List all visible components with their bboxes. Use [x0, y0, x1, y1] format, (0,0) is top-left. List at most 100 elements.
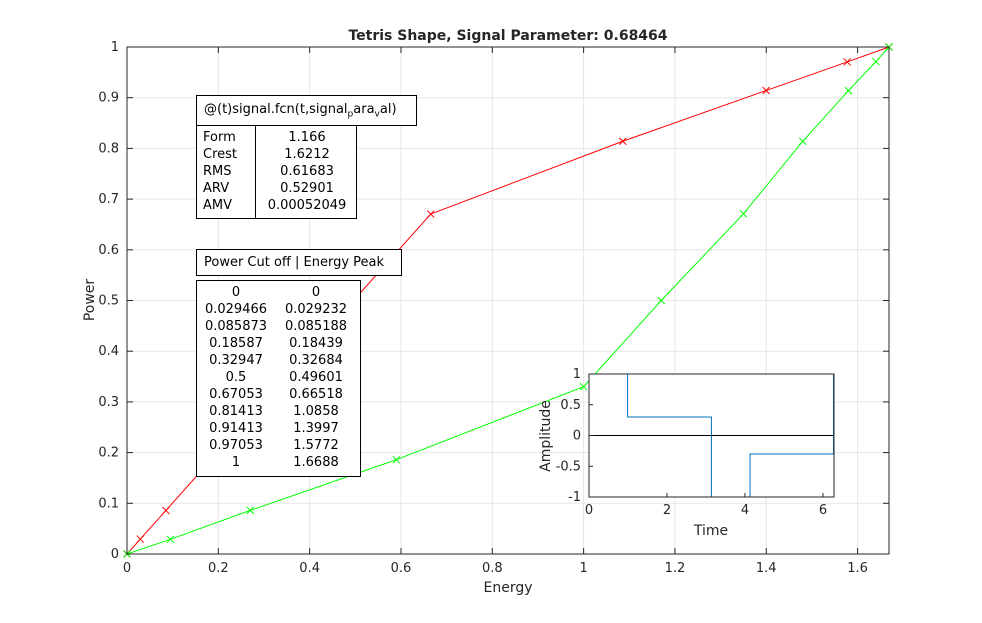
power-cutoff-value: 0.029466: [204, 302, 268, 317]
chart-title: Tetris Shape, Signal Parameter: 0.68464: [348, 28, 667, 44]
data-point-marker: [871, 57, 880, 66]
stats-label: ARV: [203, 181, 230, 196]
main-ticks: 0 0.2 0.4 0.6 0.8 1 1.2 1.4 1.600.10.20.30.40.50…: [98, 40, 889, 576]
power-cutoff-value: 0.085873: [204, 319, 268, 334]
power-cutoff-value: 0.32947: [209, 353, 263, 368]
x-tick-label: 0: [123, 561, 131, 576]
inset-x-tick-label: 2: [663, 503, 671, 518]
stats-label: Crest: [203, 147, 238, 162]
inset-y-tick-label: -0.5: [556, 459, 581, 474]
power-cutoff-value: 0.97053: [209, 438, 263, 453]
y-axis-label: Power: [82, 279, 98, 322]
cutoff-table: 0 0 0.029466 0.029232 0.085873 0.085188 0.1858…: [196, 280, 361, 477]
power-cutoff-value: 0: [231, 285, 241, 300]
cutoff-row: 0.81413 1.0858: [197, 403, 360, 420]
stats-value: 1.6212: [284, 147, 330, 162]
inset-y-tick-label: 1: [573, 367, 581, 382]
y-tick-label: 1: [111, 40, 119, 55]
data-point-marker: [579, 382, 588, 391]
stats-row-crest: Crest 1.6212: [197, 146, 356, 163]
data-point-marker: [392, 455, 401, 464]
stats-value: 0.00052049: [267, 198, 347, 213]
x-tick-label: 1.2: [665, 561, 686, 576]
stats-table: Form 1.166 Crest 1.6212 RMS 0.61683 ARV 0.52901…: [196, 125, 357, 219]
cutoff-table-title: Power Cut off | Energy Peak: [204, 255, 385, 270]
stats-label: AMV: [203, 198, 233, 213]
cutoff-row: 0.32947 0.32684: [197, 352, 360, 369]
power-cutoff-value: 0.91413: [209, 421, 263, 436]
stats-row-rms: RMS 0.61683: [197, 163, 356, 180]
inset-x-tick-label: 4: [741, 503, 749, 518]
y-tick-label: 0.8: [98, 141, 119, 156]
stats-table-header: @(t)signal.fcn(t,signalparaval): [196, 95, 417, 126]
x-tick-label: 0.2: [208, 561, 229, 576]
y-tick-label: 0.3: [98, 395, 119, 410]
stats-row-form: Form 1.166: [197, 129, 356, 146]
cutoff-row: 0.029466 0.029232: [197, 301, 360, 318]
y-tick-label: 0.9: [98, 91, 119, 106]
inset-axes: 0 2 4 6 -1 -0.5 0 0.5 1 Time Amplitude: [538, 367, 835, 539]
energy-peak-value: 0: [311, 285, 321, 300]
stats-value: 0.61683: [280, 164, 334, 179]
x-tick-label: 0.8: [482, 561, 503, 576]
y-tick-label: 0.1: [98, 496, 119, 511]
inset-y-tick-label: 0.5: [560, 398, 581, 413]
cutoff-row: 0.97053 1.5772: [197, 437, 360, 454]
power-cutoff-value: 0.81413: [209, 404, 263, 419]
stats-row-arv: ARV 0.52901: [197, 180, 356, 197]
inset-y-tick-label: -1: [568, 490, 581, 505]
cutoff-row: 0.5 0.49601: [197, 369, 360, 386]
data-point-marker: [739, 209, 748, 218]
x-tick-label: 0.4: [299, 561, 320, 576]
inset-x-tick-label: 6: [819, 503, 827, 518]
y-tick-label: 0: [111, 547, 119, 562]
data-point-marker: [762, 86, 770, 95]
data-point-marker: [162, 506, 170, 515]
data-point-marker: [844, 86, 853, 95]
stats-table-title: @(t)signal.fcn(t,signalparaval): [204, 102, 397, 120]
data-point-marker: [657, 296, 666, 305]
inset-y-axis-label: Amplitude: [538, 400, 554, 472]
stats-label: RMS: [203, 164, 232, 179]
inset-x-axis-label: Time: [693, 523, 728, 539]
energy-peak-value: 0.18439: [289, 336, 343, 351]
x-tick-label: 1: [579, 561, 587, 576]
stats-row-amv: AMV 0.00052049: [197, 197, 356, 214]
y-tick-label: 0.2: [98, 446, 119, 461]
cutoff-table-header: Power Cut off | Energy Peak: [196, 249, 402, 276]
energy-peak-value: 0.32684: [289, 353, 343, 368]
x-tick-label: 1.6: [847, 561, 868, 576]
data-point-marker: [798, 137, 807, 146]
data-point-marker: [246, 506, 255, 515]
inset-x-tick-label: 0: [585, 503, 593, 518]
energy-peak-value: 0.66518: [289, 387, 343, 402]
stats-table-divider: [255, 126, 256, 218]
inset-y-tick-label: 0: [573, 429, 581, 444]
data-point-marker: [618, 137, 627, 146]
power-cutoff-value: 0.18587: [209, 336, 263, 351]
stats-value: 0.52901: [280, 181, 334, 196]
cutoff-row: 1 1.6688: [197, 454, 360, 471]
energy-peak-value: 0.029232: [284, 302, 348, 317]
y-tick-label: 0.7: [98, 192, 119, 207]
power-cutoff-value: 0.5: [225, 370, 247, 385]
inset-ticks: 0 2 4 6 -1 -0.5 0 0.5 1: [556, 367, 827, 518]
energy-peak-value: 1.6688: [293, 455, 339, 470]
cutoff-row: 0.91413 1.3997: [197, 420, 360, 437]
x-tick-label: 1.4: [756, 561, 777, 576]
y-tick-label: 0.6: [98, 243, 119, 258]
stats-value: 1.166: [288, 130, 326, 145]
cutoff-row: 0.18587 0.18439: [197, 335, 360, 352]
y-tick-label: 0.5: [98, 294, 119, 309]
energy-peak-value: 0.085188: [284, 319, 348, 334]
x-tick-label: 0.6: [391, 561, 412, 576]
energy-peak-value: 1.0858: [293, 404, 339, 419]
energy-peak-value: 0.49601: [289, 370, 343, 385]
y-tick-label: 0.4: [98, 344, 119, 359]
stats-label: Form: [203, 130, 236, 145]
data-point-marker: [843, 58, 852, 66]
data-point-marker: [426, 210, 435, 218]
energy-peak-value: 1.5772: [293, 438, 339, 453]
